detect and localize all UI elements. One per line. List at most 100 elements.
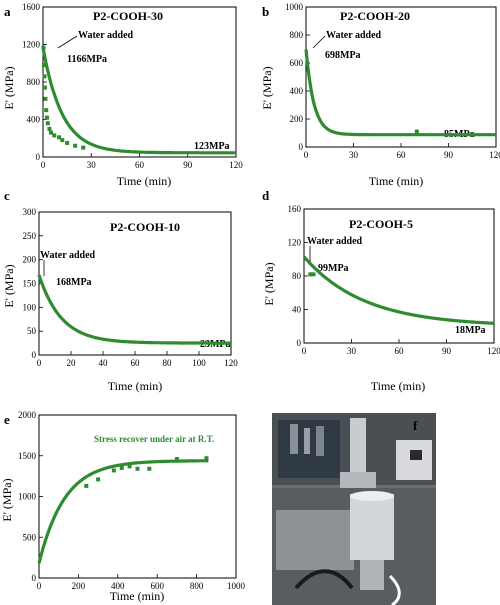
- data-point: [311, 272, 316, 277]
- x-tick-label: 40: [99, 358, 109, 368]
- y-tick-label: 1600: [22, 2, 41, 12]
- y-tick-label: 250: [23, 231, 37, 241]
- x-tick-label: 60: [395, 346, 405, 356]
- x-tick-label: 90: [183, 160, 193, 170]
- white-tube: [388, 574, 401, 605]
- y-tick-label: 0: [32, 350, 37, 360]
- x-tick-label: 120: [489, 150, 500, 160]
- start-value-label: 168MPa: [56, 277, 92, 288]
- y-tick-label: 80: [292, 271, 302, 281]
- data-point: [204, 456, 209, 461]
- y-tick-label: 0: [36, 152, 41, 162]
- data-point: [174, 457, 179, 462]
- data-series-curve: [37, 274, 232, 345]
- x-tick-label: 20: [67, 358, 77, 368]
- x-tick-label: 90: [444, 150, 454, 160]
- chart-panel-c: c P2-COOH-10 Time (min) E' (MPa) Water a…: [2, 188, 238, 393]
- chart-title: P2-COOH-5: [349, 217, 413, 231]
- x-tick-label: 800: [190, 581, 204, 591]
- y-tick-label: 50: [27, 326, 37, 336]
- y-tick-label: 400: [290, 86, 304, 96]
- x-axis-label: Time (min): [117, 174, 172, 188]
- sample-cup-rim: [350, 491, 394, 501]
- instrument-rod: [316, 426, 324, 456]
- y-axis-label: E' (MPa): [262, 262, 276, 305]
- cup-holder: [360, 560, 384, 590]
- y-tick-label: 800: [27, 77, 41, 87]
- x-tick-label: 60: [131, 358, 141, 368]
- data-series-curve: [302, 255, 495, 325]
- recovery-annotation: Stress recover under air at R.T.: [94, 434, 214, 444]
- y-axis-label: E' (MPa): [0, 478, 14, 521]
- water-added-annotation: Water added: [307, 236, 363, 247]
- instrument-rod: [290, 424, 298, 454]
- x-tick-label: 600: [150, 581, 164, 591]
- y-tick-label: 1000: [285, 2, 304, 12]
- y-tick-label: 1000: [18, 492, 37, 502]
- plot-frame: [42, 6, 237, 158]
- water-added-annotation: Water added: [78, 30, 134, 41]
- chart-panel-a: a P2-COOH-30 Time (min) E' (MPa) Water a…: [2, 2, 243, 188]
- panel-letter: d: [262, 188, 270, 203]
- x-axis-label: Time (min): [110, 589, 165, 603]
- chart-title: P2-COOH-30: [93, 9, 163, 23]
- x-tick-label: 120: [229, 160, 243, 170]
- y-axis-label: E' (MPa): [2, 264, 16, 307]
- start-value-label: 698MPa: [325, 50, 361, 61]
- y-tick-label: 1500: [18, 451, 37, 461]
- panel-letter: a: [4, 4, 11, 19]
- data-point: [414, 129, 419, 134]
- chart-title: P2-COOH-20: [340, 9, 410, 23]
- y-tick-label: 500: [23, 532, 37, 542]
- y-tick-label: 400: [27, 115, 41, 125]
- x-tick-label: 0: [302, 346, 307, 356]
- x-tick-label: 30: [349, 150, 359, 160]
- x-tick-label: 80: [163, 358, 173, 368]
- x-axis-label: Time (min): [371, 379, 426, 393]
- cable: [294, 569, 354, 590]
- data-point: [65, 140, 70, 145]
- photo-panel-f: f: [272, 413, 436, 605]
- x-tick-label: 30: [87, 160, 97, 170]
- panel-letter: e: [4, 412, 10, 427]
- x-tick-label: 60: [135, 160, 145, 170]
- data-point: [41, 63, 46, 68]
- y-tick-label: 0: [297, 338, 302, 348]
- y-tick-label: 600: [290, 58, 304, 68]
- y-axis-label: E' (MPa): [260, 66, 274, 109]
- panel-letter: c: [4, 188, 10, 203]
- y-tick-label: 2000: [18, 410, 37, 420]
- x-axis-label: Time (min): [369, 174, 424, 188]
- bracket-screw: [410, 450, 422, 460]
- y-tick-label: 300: [23, 207, 37, 217]
- data-point: [84, 483, 89, 488]
- data-point: [57, 135, 62, 140]
- data-point: [147, 466, 152, 471]
- data-point: [60, 138, 65, 143]
- y-tick-label: 800: [290, 30, 304, 40]
- y-tick-label: 1200: [22, 40, 41, 50]
- instrument-rod: [304, 428, 310, 454]
- x-tick-label: 120: [224, 358, 238, 368]
- x-tick-label: 90: [442, 346, 452, 356]
- annotation-arrow: [312, 35, 326, 49]
- y-tick-label: 200: [23, 255, 37, 265]
- panel-letter: b: [262, 4, 269, 19]
- chart-panel-e: e Time (min) E' (MPa) Stress recover und…: [0, 410, 246, 603]
- y-tick-label: 150: [23, 279, 37, 289]
- data-point: [135, 466, 140, 471]
- x-tick-label: 0: [41, 160, 46, 170]
- data-point: [47, 126, 52, 131]
- data-point: [73, 143, 78, 148]
- data-point: [43, 96, 48, 101]
- y-tick-label: 120: [288, 238, 302, 248]
- data-point: [127, 464, 132, 469]
- y-axis-label: E' (MPa): [2, 66, 16, 109]
- start-value-label: 99MPa: [318, 263, 349, 274]
- x-tick-label: 0: [304, 150, 309, 160]
- x-tick-label: 0: [37, 581, 42, 591]
- data-point: [49, 130, 54, 135]
- y-tick-label: 200: [290, 114, 304, 124]
- end-value-label: 123MPa: [194, 141, 230, 152]
- x-tick-label: 100: [192, 358, 206, 368]
